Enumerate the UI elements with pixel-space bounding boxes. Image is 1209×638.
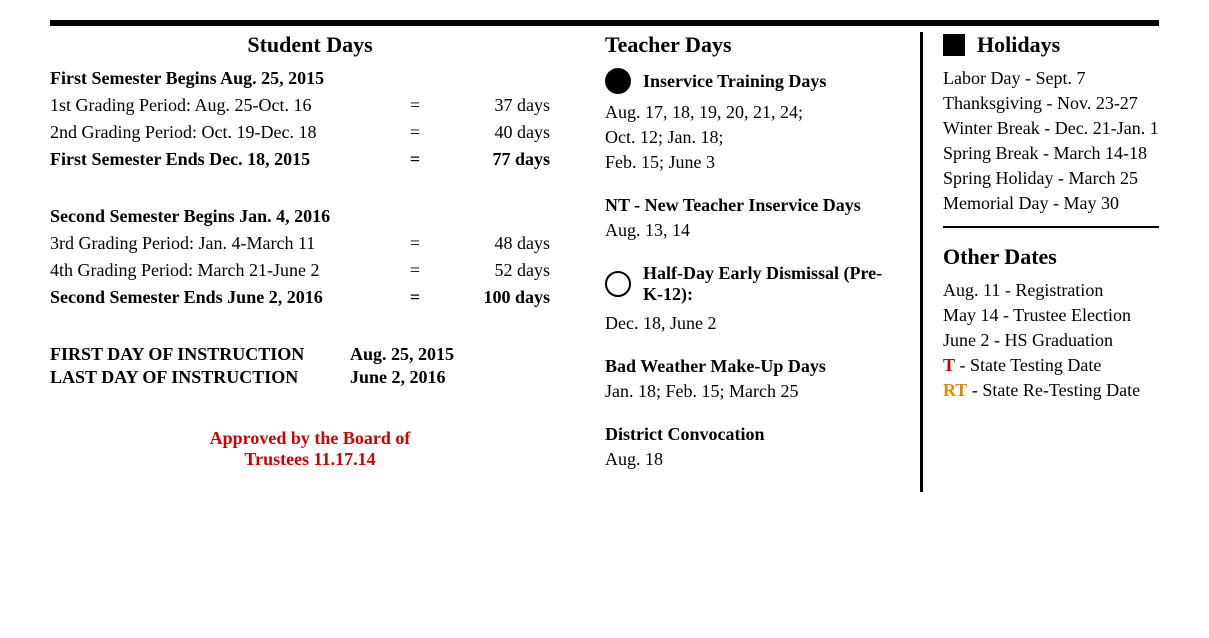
holiday-item: Memorial Day - May 30 <box>943 193 1159 214</box>
holiday-item: Spring Holiday - March 25 <box>943 168 1159 189</box>
half-day-section: Half-Day Early Dismissal (Pre-K-12): Dec… <box>605 263 890 334</box>
holidays-header-row: Holidays <box>943 32 1159 58</box>
first-sem-begins: First Semester Begins Aug. 25, 2015 <box>50 68 570 89</box>
holiday-item: Winter Break - Dec. 21-Jan. 1 <box>943 118 1159 139</box>
holiday-item: Thanksgiving - Nov. 23-27 <box>943 93 1159 114</box>
grading-row: 1st Grading Period: Aug. 25-Oct. 16 = 37… <box>50 95 570 116</box>
nt-section: NT - New Teacher Inservice Days Aug. 13,… <box>605 195 890 241</box>
retesting-legend: RT - State Re-Testing Date <box>943 380 1159 401</box>
last-day-instruction: LAST DAY OF INSTRUCTION June 2, 2016 <box>50 367 570 388</box>
grading-row: First Semester Ends Dec. 18, 2015 = 77 d… <box>50 149 570 170</box>
inservice-header: Inservice Training Days <box>605 68 890 94</box>
open-circle-icon <box>605 271 631 297</box>
teacher-days-column: Teacher Days Inservice Training Days Aug… <box>600 32 890 492</box>
student-days-column: Student Days First Semester Begins Aug. … <box>50 32 570 492</box>
convocation-header: District Convocation <box>605 424 890 445</box>
nt-header: NT - New Teacher Inservice Days <box>605 195 890 216</box>
inservice-section: Inservice Training Days Aug. 17, 18, 19,… <box>605 68 890 173</box>
other-dates-title: Other Dates <box>943 244 1159 270</box>
first-day-instruction: FIRST DAY OF INSTRUCTION Aug. 25, 2015 <box>50 344 570 365</box>
holiday-item: Spring Break - March 14-18 <box>943 143 1159 164</box>
filled-square-icon <box>943 34 965 56</box>
convocation-section: District Convocation Aug. 18 <box>605 424 890 470</box>
second-sem-begins: Second Semester Begins Jan. 4, 2016 <box>50 206 570 227</box>
grading-row: 4th Grading Period: March 21-June 2 = 52… <box>50 260 570 281</box>
bad-weather-header: Bad Weather Make-Up Days <box>605 356 890 377</box>
other-date-item: June 2 - HS Graduation <box>943 330 1159 351</box>
sub-divider <box>943 226 1159 228</box>
rule-top <box>50 20 1159 26</box>
half-day-header: Half-Day Early Dismissal (Pre-K-12): <box>605 263 890 305</box>
main-container: Student Days First Semester Begins Aug. … <box>50 32 1159 492</box>
other-date-item: Aug. 11 - Registration <box>943 280 1159 301</box>
grading-row: 2nd Grading Period: Oct. 19-Dec. 18 = 40… <box>50 122 570 143</box>
student-days-title: Student Days <box>50 32 570 58</box>
approved-text: Approved by the Board of Trustees 11.17.… <box>50 428 570 470</box>
other-date-item: May 14 - Trustee Election <box>943 305 1159 326</box>
holiday-item: Labor Day - Sept. 7 <box>943 68 1159 89</box>
holidays-column: Holidays Labor Day - Sept. 7 Thanksgivin… <box>920 32 1159 492</box>
teacher-days-title: Teacher Days <box>605 32 890 58</box>
grading-row: 3rd Grading Period: Jan. 4-March 11 = 48… <box>50 233 570 254</box>
testing-legend: T - State Testing Date <box>943 355 1159 376</box>
grading-row: Second Semester Ends June 2, 2016 = 100 … <box>50 287 570 308</box>
bad-weather-section: Bad Weather Make-Up Days Jan. 18; Feb. 1… <box>605 356 890 402</box>
holidays-title: Holidays <box>977 32 1060 58</box>
filled-circle-icon <box>605 68 631 94</box>
